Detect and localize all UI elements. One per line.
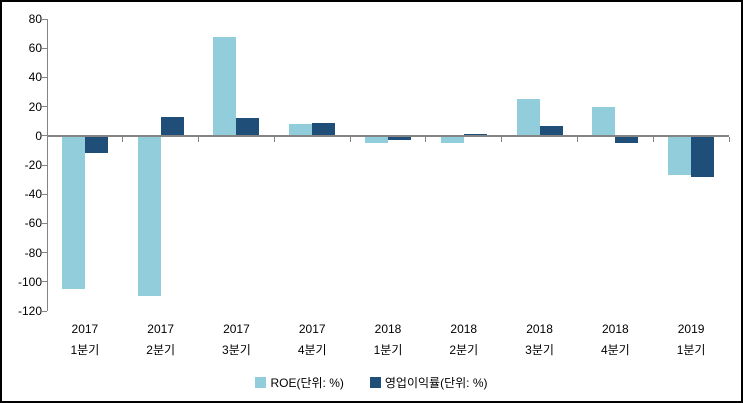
y-tick-label: -80 bbox=[24, 245, 42, 260]
x-axis-zero-line bbox=[47, 134, 729, 137]
operating-margin-bar-2017-2분기 bbox=[160, 116, 184, 136]
x-category-label-quarter: 4분기 bbox=[297, 343, 327, 357]
legend-label: 영업이익률(단위: %) bbox=[384, 376, 488, 390]
roe-bar-2019-1분기 bbox=[668, 135, 692, 176]
y-tick-label: 60 bbox=[28, 41, 42, 56]
x-axis-tick bbox=[425, 136, 427, 142]
roe-bar-2017-2분기 bbox=[137, 135, 161, 297]
y-tick-label: -20 bbox=[24, 158, 42, 172]
operating-margin-bar-2017-4분기 bbox=[312, 122, 336, 136]
x-category-label-year: 2017 bbox=[298, 322, 326, 336]
x-category-label-year: 2018 bbox=[374, 322, 402, 336]
y-axis-tick bbox=[42, 106, 47, 108]
roe-bar-2018-3분기 bbox=[516, 99, 540, 136]
operating-margin-bar-2018-1분기 bbox=[388, 135, 411, 141]
roe-bar-2017-1분기 bbox=[61, 135, 85, 290]
operating-margin-bar-2017-1분기 bbox=[84, 135, 108, 154]
operating-margin-bar-2019-1분기 bbox=[691, 135, 715, 177]
x-category-label-quarter: 1분기 bbox=[70, 343, 100, 357]
y-axis-tick bbox=[42, 252, 47, 254]
operating-margin-bar-2018-3분기 bbox=[539, 125, 563, 136]
x-axis-tick bbox=[273, 136, 275, 142]
x-axis-tick bbox=[652, 136, 654, 142]
legend-item: 영업이익률(단위: %) bbox=[369, 374, 488, 391]
x-category-label: 2018 3분기 bbox=[502, 319, 578, 361]
y-tick-label: 80 bbox=[28, 12, 42, 26]
x-category-label-year: 2018 bbox=[526, 322, 553, 336]
x-category-label-quarter: 1분기 bbox=[676, 343, 706, 357]
x-category-label-quarter: 1분기 bbox=[373, 343, 403, 357]
y-axis-tick bbox=[42, 281, 47, 283]
x-category-label-year: 2018 bbox=[601, 322, 629, 336]
y-tick-label: 40 bbox=[28, 70, 42, 85]
roe-bar-2018-4분기 bbox=[592, 106, 616, 136]
x-axis-tick bbox=[501, 136, 503, 142]
y-tick-label: 20 bbox=[28, 99, 42, 114]
legend-swatch-roe bbox=[255, 377, 267, 388]
x-category-label: 2017 4분기 bbox=[274, 319, 350, 361]
y-axis-tick bbox=[42, 222, 47, 224]
y-tick-label: -40 bbox=[24, 187, 42, 202]
x-axis-tick bbox=[349, 136, 351, 142]
roe-bar-2017-4분기 bbox=[289, 124, 313, 136]
x-axis-tick bbox=[728, 136, 730, 142]
y-tick-label: -120 bbox=[17, 304, 42, 318]
x-axis-tick bbox=[198, 136, 200, 142]
y-axis-tick bbox=[42, 310, 47, 312]
x-category-label-quarter: 2분기 bbox=[146, 343, 176, 357]
x-category-label: 2017 2분기 bbox=[123, 319, 199, 361]
operating-margin-bar-2017-3분기 bbox=[236, 118, 260, 136]
x-category-label-year: 2017 bbox=[71, 322, 99, 336]
y-axis-tick bbox=[42, 47, 47, 49]
x-category-label: 2019 1분기 bbox=[653, 319, 729, 361]
y-axis-tick bbox=[42, 76, 47, 78]
y-axis-tick bbox=[42, 164, 47, 166]
legend-item: ROE(단위: %) bbox=[255, 374, 344, 391]
y-axis-tick bbox=[42, 193, 47, 195]
x-category-label: 2017 3분기 bbox=[198, 319, 274, 361]
x-axis-tick bbox=[122, 136, 124, 142]
x-category-label: 2018 2분기 bbox=[426, 319, 502, 361]
y-tick-label: -100 bbox=[17, 274, 42, 289]
x-category-label: 2018 4분기 bbox=[577, 319, 653, 361]
x-axis-tick bbox=[576, 136, 578, 142]
y-axis-tick bbox=[42, 18, 47, 20]
x-category-label-year: 2017 bbox=[147, 322, 174, 336]
legend-label: ROE(단위: %) bbox=[270, 376, 344, 390]
x-category-label: 2017 1분기 bbox=[47, 319, 123, 361]
legend: ROE(단위: %) 영업이익률(단위: %) bbox=[2, 374, 741, 391]
roe-bar-2017-3분기 bbox=[213, 36, 237, 136]
roe-bar-2018-1분기 bbox=[365, 135, 388, 144]
y-axis-line bbox=[47, 19, 48, 311]
operating-margin-bar-2018-4분기 bbox=[615, 135, 639, 144]
roe-bar-2018-2분기 bbox=[440, 135, 464, 144]
x-category-label-quarter: 2분기 bbox=[449, 343, 479, 357]
y-tick-label: 0 bbox=[35, 128, 42, 143]
x-category-label-quarter: 4분기 bbox=[600, 343, 630, 357]
x-category-label-quarter: 3분기 bbox=[222, 343, 251, 357]
y-axis-tick bbox=[42, 135, 47, 137]
x-category-label-quarter: 3분기 bbox=[525, 343, 554, 357]
legend-swatch-operating-margin bbox=[369, 377, 381, 388]
x-category-label: 2018 1분기 bbox=[350, 319, 426, 361]
y-tick-label: -60 bbox=[24, 216, 42, 231]
x-category-label-year: 2019 bbox=[677, 322, 705, 336]
x-category-label-year: 2018 bbox=[450, 322, 478, 336]
x-category-label-year: 2017 bbox=[223, 322, 250, 336]
